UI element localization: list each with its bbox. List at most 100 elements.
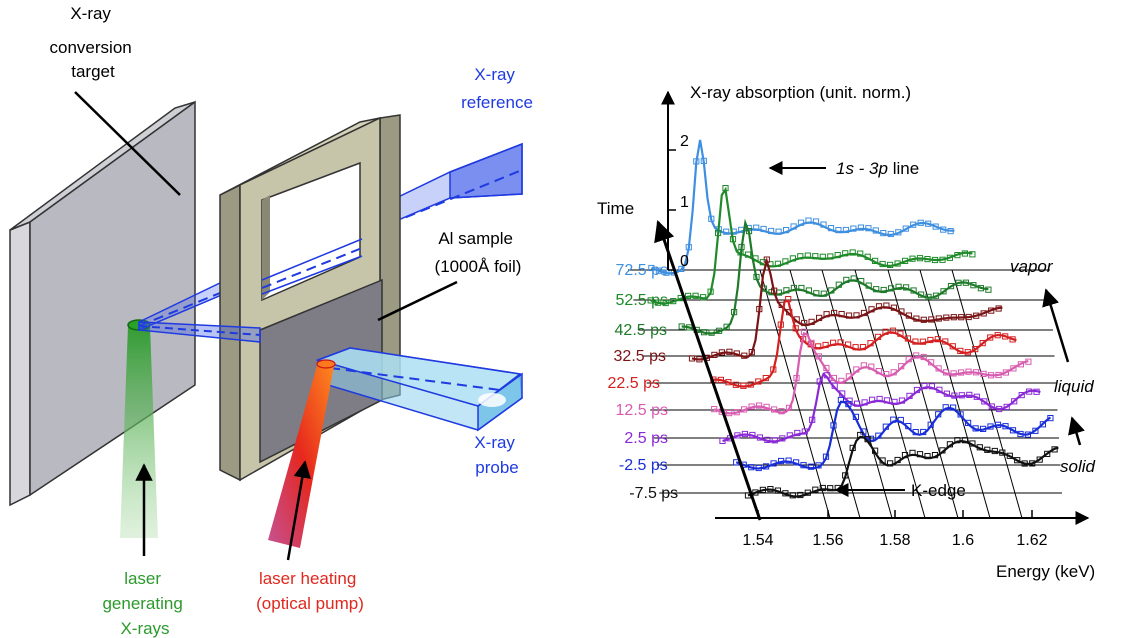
- trace-marker: [831, 382, 838, 389]
- xray-reference-label: X-ray reference: [461, 65, 533, 112]
- trace-marker: [745, 228, 753, 235]
- trace-marker: [785, 404, 793, 411]
- trace-marker: [890, 416, 897, 423]
- trace-marker: [857, 224, 864, 231]
- sample-leader: [377, 280, 458, 322]
- trace-marker: [1018, 392, 1025, 399]
- trace-label: 52.5 ps: [616, 292, 668, 309]
- trace-marker: [815, 353, 822, 360]
- trace-marker: [861, 399, 868, 406]
- trace-marker: [800, 328, 808, 335]
- trace-marker: [954, 252, 961, 259]
- trace-line: [713, 299, 1017, 388]
- trace-series: [710, 296, 1017, 389]
- trace-marker: [835, 281, 842, 288]
- trace-marker: [972, 425, 979, 432]
- trace-marker: [809, 416, 816, 423]
- x-tick-label: 1.54: [742, 532, 773, 549]
- trace-marker: [857, 431, 864, 439]
- trace-marker: [813, 290, 820, 297]
- trace-marker: [995, 371, 1002, 379]
- trace-marker: [837, 339, 844, 346]
- trace-label: 32.5 ps: [614, 348, 666, 365]
- trace-marker: [879, 457, 886, 464]
- trace-marker: [822, 341, 829, 349]
- trace-marker: [1002, 369, 1009, 376]
- trace-marker: [782, 258, 789, 265]
- trace-marker: [904, 335, 911, 342]
- trace-marker: [950, 314, 957, 321]
- trace-marker: [815, 462, 822, 469]
- trace-marker: [898, 397, 906, 404]
- trace-marker: [1014, 457, 1021, 464]
- trace-marker: [748, 464, 755, 471]
- trace-marker: [1002, 423, 1009, 430]
- trace-marker: [771, 437, 778, 444]
- trace-marker: [853, 366, 860, 373]
- trace-marker: [819, 253, 826, 260]
- trace-marker: [717, 376, 724, 383]
- trace-marker: [895, 229, 902, 236]
- trace-marker: [897, 330, 904, 337]
- trace-marker: [898, 308, 905, 315]
- trace-marker: [842, 472, 849, 479]
- trace-marker: [808, 339, 815, 346]
- trace-marker: [1017, 430, 1024, 438]
- trace-marker: [935, 315, 942, 322]
- trace-marker: [1024, 431, 1032, 438]
- grid-line: [821, 269, 893, 519]
- trace-marker: [815, 343, 822, 350]
- trace-marker: [981, 398, 988, 405]
- trace-marker: [874, 333, 882, 340]
- trace-marker: [1011, 398, 1018, 405]
- trace-marker: [830, 422, 837, 429]
- absorption-plot: 2 1 0 1.54 1.56 1.58 1.6 1.62 X-ray abso…: [597, 83, 1096, 581]
- trace-series: [648, 139, 955, 276]
- trace-marker: [858, 278, 865, 285]
- trace-marker: [842, 226, 849, 234]
- trace-marker: [943, 314, 950, 321]
- trace-marker: [946, 441, 953, 448]
- trace-marker: [917, 219, 924, 226]
- trace-marker: [928, 316, 935, 323]
- trace-marker: [685, 244, 692, 251]
- trace-marker: [778, 408, 785, 415]
- trace-marker: [792, 325, 799, 332]
- trace-marker: [845, 373, 852, 380]
- trace-line: [691, 256, 1003, 361]
- trace-marker: [782, 490, 789, 497]
- trace-marker: [961, 437, 968, 444]
- x-ticks: 1.54 1.56 1.58 1.6 1.62: [742, 510, 1048, 549]
- trace-marker: [969, 440, 976, 447]
- trace-marker: [647, 297, 654, 304]
- trace-marker: [906, 392, 913, 399]
- trace-marker: [939, 256, 946, 263]
- trace-marker: [891, 398, 898, 405]
- trace-marker: [890, 369, 897, 376]
- trace-marker: [749, 431, 756, 439]
- trace-marker: [812, 218, 820, 225]
- trace-marker: [875, 432, 882, 439]
- trace-marker: [1006, 452, 1013, 459]
- trace-marker: [1047, 415, 1054, 422]
- trace-marker: [837, 396, 844, 404]
- trace-marker: [731, 309, 738, 316]
- y-axis-title: X-ray absorption (unit. norm.): [690, 83, 911, 102]
- trace-marker: [734, 432, 741, 439]
- trace-marker: [700, 294, 707, 301]
- trace-marker: [931, 256, 939, 264]
- trace-marker: [912, 338, 919, 345]
- trace-marker: [1029, 460, 1036, 467]
- trace-marker: [763, 463, 770, 470]
- trace-marker: [894, 260, 901, 267]
- xray-probe-label: X-ray probe: [474, 433, 519, 477]
- trace-line: [651, 139, 955, 275]
- trace-marker: [888, 285, 895, 292]
- trace-marker: [842, 250, 849, 257]
- laser-generating-beam: [120, 326, 158, 538]
- trace-marker: [783, 287, 790, 294]
- trace-line: [735, 400, 1052, 470]
- trace-marker: [692, 292, 699, 299]
- trace-marker: [1039, 421, 1047, 428]
